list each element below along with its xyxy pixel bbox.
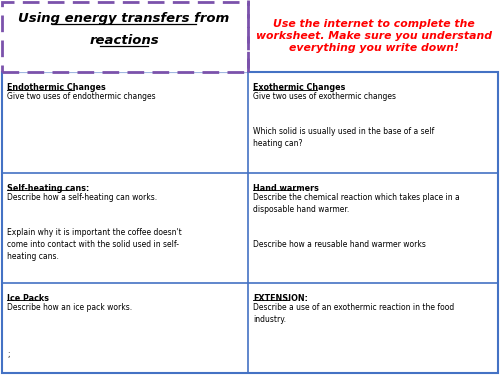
FancyBboxPatch shape [2, 2, 248, 72]
Text: Give two uses of exothermic changes


Which solid is usually used in the base of: Give two uses of exothermic changes Whic… [253, 92, 434, 148]
Text: Use the internet to complete the
worksheet. Make sure you understand
everything : Use the internet to complete the workshe… [256, 20, 492, 53]
FancyBboxPatch shape [2, 72, 498, 373]
Text: Using energy transfers from: Using energy transfers from [18, 12, 230, 25]
Text: Describe the chemical reaction which takes place in a
disposable hand warmer.


: Describe the chemical reaction which tak… [253, 193, 460, 249]
Text: reactions: reactions [89, 34, 159, 47]
Text: Hand warmers: Hand warmers [253, 184, 319, 193]
Text: Endothermic Changes: Endothermic Changes [7, 83, 106, 92]
Text: Ice Packs: Ice Packs [7, 294, 49, 303]
Text: Give two uses of endothermic changes: Give two uses of endothermic changes [7, 92, 156, 101]
Text: Describe a use of an exothermic reaction in the food
industry.: Describe a use of an exothermic reaction… [253, 303, 454, 324]
Text: Exothermic Changes: Exothermic Changes [253, 83, 346, 92]
Text: EXTENSION:: EXTENSION: [253, 294, 308, 303]
Text: Describe how a self-heating can works.


Explain why it is important the coffee : Describe how a self-heating can works. E… [7, 193, 182, 261]
Text: Self-heating cans:: Self-heating cans: [7, 184, 89, 193]
Text: Describe how an ice pack works.



;: Describe how an ice pack works. ; [7, 303, 132, 359]
